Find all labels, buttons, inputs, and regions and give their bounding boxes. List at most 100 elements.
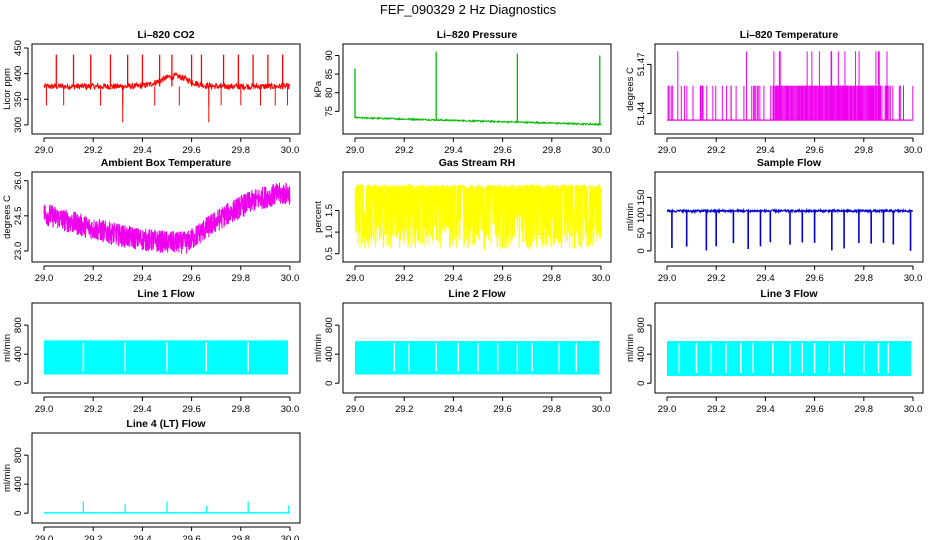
chart-title: Sample Flow [757, 157, 822, 169]
x-tick-label: 29.4 [133, 404, 152, 415]
series-line [43, 71, 291, 92]
x-tick-label: 29.4 [444, 145, 463, 156]
x-tick-label: 29.8 [855, 404, 874, 415]
y-tick-label: 75 [324, 106, 335, 117]
y-tick-label: 450 [13, 40, 24, 56]
x-tick-label: 30.0 [592, 145, 611, 156]
series-licor-temp [667, 51, 914, 121]
series-pressure [354, 51, 602, 127]
x-tick-label: 29.6 [182, 145, 201, 156]
x-tick-label: 29.0 [35, 145, 54, 156]
series-line [43, 182, 291, 255]
x-tick-label: 29.2 [84, 534, 103, 540]
y-tick-label: 85 [324, 69, 335, 80]
x-tick-label: 29.2 [707, 404, 726, 415]
x-tick-label: 29.8 [855, 145, 874, 156]
chart-box-temp: Ambient Box Temperature 29.0 29.2 29.4 29.6 2… [2, 157, 301, 284]
y-tick-label: 51.44 [636, 102, 647, 126]
y-axis-label: ml/min [313, 334, 324, 362]
y-tick-label: 50 [636, 228, 647, 239]
y-axis-label: degrees C [2, 195, 13, 239]
flow-band [44, 340, 288, 375]
x-tick-label: 29.0 [658, 273, 677, 284]
x-tick-label: 29.6 [182, 534, 201, 540]
x-tick-label: 29.6 [182, 404, 201, 415]
x-tick-label: 29.0 [658, 404, 677, 415]
series-line2 [355, 341, 602, 375]
x-tick-label: 29.2 [84, 145, 103, 156]
x-tick-label: 29.8 [543, 404, 562, 415]
y-tick-label: 400 [13, 66, 24, 82]
x-tick-label: 29.0 [346, 404, 365, 415]
plot-frame [342, 43, 612, 135]
plot-frame [654, 43, 924, 135]
x-tick-label: 29.4 [756, 404, 775, 415]
chart-title: Line 4 (LT) Flow [126, 418, 206, 430]
plot-frame [31, 302, 301, 394]
x-tick-label: 29.4 [133, 534, 152, 540]
x-tick-label: 29.0 [35, 404, 54, 415]
x-tick-label: 29.4 [756, 273, 775, 284]
chart-title: Gas Stream RH [439, 157, 515, 169]
y-tick-label: 24.5 [13, 207, 24, 226]
y-tick-label: 1.5 [324, 204, 335, 217]
chart-line4: Line 4 (LT) Flow 29.0 29.2 29.4 29.6 29.8 30.0… [2, 418, 301, 540]
x-tick-label: 29.0 [346, 145, 365, 156]
y-tick-label: 26.0 [13, 171, 24, 190]
chart-title: Line 2 Flow [448, 288, 506, 300]
x-tick-label: 29.8 [232, 273, 251, 284]
y-tick-label: 0 [13, 381, 24, 386]
dense-band [775, 85, 879, 121]
x-tick-label: 29.6 [493, 145, 512, 156]
y-tick-label: 800 [636, 317, 647, 333]
y-axis-label: ml/min [625, 203, 636, 231]
x-tick-label: 29.8 [232, 404, 251, 415]
y-tick-label: 23.0 [13, 242, 24, 261]
y-tick-label: 800 [13, 317, 24, 333]
y-tick-label: 300 [13, 117, 24, 133]
chart-line2: Line 2 Flow 29.0 29.2 29.4 29.6 29.8 30.0 0 400 8… [313, 288, 612, 415]
x-tick-label: 29.4 [444, 273, 463, 284]
x-tick-label: 29.6 [182, 273, 201, 284]
x-tick-label: 29.0 [346, 273, 365, 284]
chart-sample-flow: Sample Flow 29.0 29.2 29.4 29.6 29.8 30.0 0 50 10… [625, 157, 924, 284]
x-tick-label: 29.8 [232, 145, 251, 156]
y-tick-label: 400 [13, 346, 24, 362]
series-line [354, 182, 602, 251]
y-tick-label: 1.0 [324, 225, 335, 238]
plot-frame [654, 171, 924, 263]
x-tick-label: 30.0 [592, 273, 611, 284]
plot-frame [31, 432, 301, 524]
y-tick-label: 0 [13, 511, 24, 516]
x-tick-label: 29.0 [35, 273, 54, 284]
x-tick-label: 29.6 [493, 273, 512, 284]
x-tick-label: 30.0 [281, 534, 300, 540]
y-tick-label: 400 [13, 476, 24, 492]
series-sample-flow [666, 207, 914, 251]
x-tick-label: 29.4 [756, 145, 775, 156]
x-tick-label: 29.2 [84, 404, 103, 415]
y-tick-label: 0 [324, 381, 335, 386]
x-tick-label: 29.0 [658, 145, 677, 156]
x-tick-label: 30.0 [904, 145, 923, 156]
chart-line1: Line 1 Flow 29.0 29.2 29.4 29.6 29.8 30.0 0 400 8… [2, 288, 301, 415]
x-tick-label: 29.8 [543, 145, 562, 156]
chart-co2: Li–820 CO2 29.0 29.2 29.4 29.6 29.8 30.0 300 350… [2, 29, 301, 156]
chart-line3: Line 3 Flow 29.0 29.2 29.4 29.6 29.8 30.0 0 400 8… [625, 288, 924, 415]
chart-title: Line 3 Flow [760, 288, 818, 300]
plot-frame [342, 302, 612, 394]
x-tick-label: 29.2 [395, 404, 414, 415]
x-tick-label: 30.0 [281, 145, 300, 156]
x-tick-label: 29.6 [805, 404, 824, 415]
chart-title: Ambient Box Temperature [101, 157, 232, 169]
y-tick-label: 400 [324, 346, 335, 362]
y-tick-label: 0 [636, 248, 647, 253]
y-tick-label: 400 [636, 346, 647, 362]
chart-title: Li–820 Pressure [437, 29, 518, 41]
series-line [354, 116, 602, 127]
chart-pressure: Li–820 Pressure 29.0 29.2 29.4 29.6 29.8 30.0 7… [313, 29, 612, 156]
y-axis-label: ml/min [2, 334, 13, 362]
x-tick-label: 29.8 [855, 273, 874, 284]
x-tick-label: 29.2 [707, 273, 726, 284]
